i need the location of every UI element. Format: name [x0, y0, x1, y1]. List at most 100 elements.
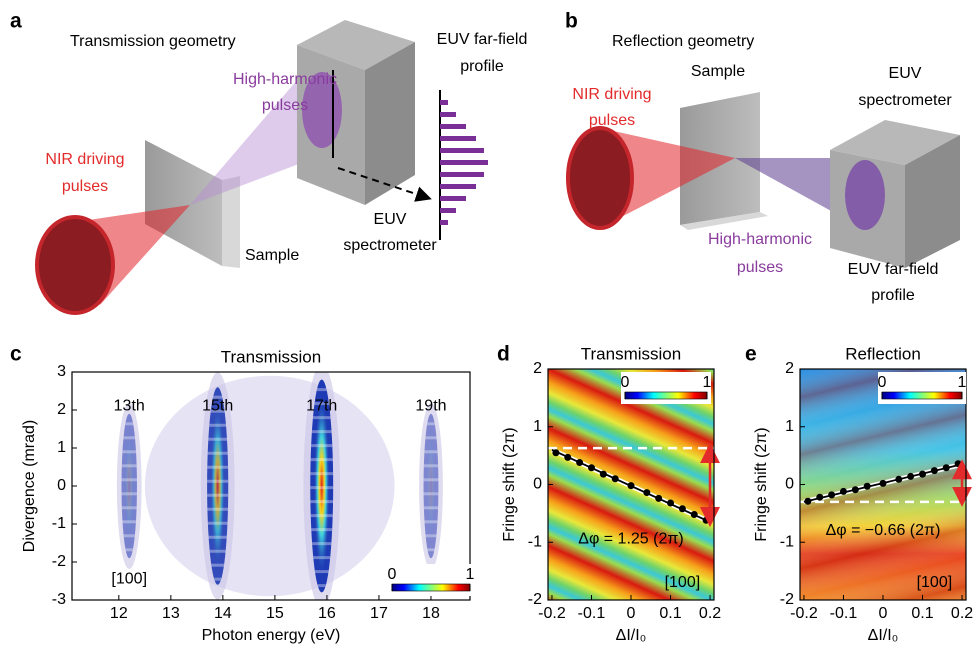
- y-tick-label: 3: [57, 363, 66, 380]
- y-tick-label: 1: [533, 418, 542, 435]
- label: NIR driving: [572, 86, 651, 103]
- label: EUV far-field: [848, 261, 939, 278]
- data-point: [804, 498, 811, 505]
- chart-title: Transmission: [581, 344, 681, 363]
- nir-beam-end: [568, 128, 632, 228]
- x-axis-label: ΔI/I₀: [868, 627, 899, 644]
- diagram-title: Transmission geometry: [70, 33, 236, 50]
- peak-core: [314, 396, 330, 577]
- label: spectrometer: [858, 92, 952, 109]
- label: EUV: [889, 65, 922, 82]
- x-axis-label: Photon energy (eV): [202, 627, 341, 644]
- x-tick-label: 13: [162, 605, 180, 622]
- data-point: [600, 471, 607, 478]
- label: pulses: [62, 178, 108, 195]
- annotation: Δφ = −0.66 (2π): [826, 522, 941, 539]
- data-point: [931, 467, 938, 474]
- y-tick-label: 1: [785, 418, 794, 435]
- panel-label: e: [745, 343, 757, 366]
- x-tick-label: 0.2: [951, 605, 973, 622]
- data-point: [955, 460, 962, 467]
- x-tick-label: 0: [627, 605, 636, 622]
- label: pulses: [737, 259, 783, 276]
- label: pulses: [262, 97, 308, 114]
- label: Sample: [691, 63, 745, 80]
- data-point: [643, 489, 650, 496]
- data-point: [907, 473, 914, 480]
- orientation: [100]: [917, 574, 953, 591]
- data-point: [852, 486, 859, 493]
- data-point: [628, 482, 635, 489]
- haze: [145, 376, 395, 596]
- data-point: [943, 464, 950, 471]
- x-axis-label: ΔI/I₀: [616, 627, 647, 644]
- y-tick-label: -1: [528, 533, 542, 550]
- data-point: [880, 480, 887, 487]
- data-point: [816, 494, 823, 501]
- data-point: [691, 511, 698, 518]
- label: High-harmonic: [233, 71, 337, 88]
- data-point: [828, 491, 835, 498]
- harmonic-label: 17th: [306, 397, 337, 414]
- data-point: [612, 475, 619, 482]
- colorbar: [882, 392, 962, 399]
- y-tick-label: 2: [533, 360, 542, 377]
- y-tick-label: 1: [57, 439, 66, 456]
- y-axis-label: Fringe shift (2π): [501, 427, 518, 541]
- diagram-title: Reflection geometry: [612, 33, 754, 50]
- x-tick-label: 0: [879, 605, 888, 622]
- data-point: [864, 483, 871, 490]
- peak-core: [210, 402, 225, 570]
- label: High-harmonic: [708, 231, 812, 248]
- x-tick-label: 15: [266, 605, 284, 622]
- data-point: [655, 495, 662, 502]
- colorbar-label: 1: [466, 566, 475, 583]
- panel-label: a: [10, 10, 22, 33]
- y-axis-label: Divergence (mrad): [21, 420, 38, 552]
- harmonic-label: 15th: [202, 397, 233, 414]
- figure: a b c d e Transmission geometry High-har…: [0, 0, 973, 652]
- harmonic-spot: [845, 160, 885, 230]
- x-tick-label: 0.1: [659, 605, 681, 622]
- y-tick-label: -1: [52, 515, 66, 532]
- harmonic-label: 19th: [415, 397, 446, 414]
- data-point: [576, 459, 583, 466]
- y-axis-label: Fringe shift (2π): [753, 427, 770, 541]
- label: spectrometer: [343, 237, 437, 254]
- peak-core: [426, 425, 436, 548]
- colorbar: [392, 584, 470, 591]
- x-tick-label: -0.2: [790, 605, 818, 622]
- annotation: Δφ = 1.25 (2π): [578, 531, 683, 548]
- peak-core: [124, 425, 135, 548]
- y-tick-label: 0: [533, 476, 542, 493]
- colorbar: [625, 392, 707, 399]
- x-tick-label: -0.1: [830, 605, 858, 622]
- colorbar-label: 0: [878, 374, 887, 391]
- data-point: [679, 505, 686, 512]
- label: NIR driving: [45, 151, 124, 168]
- x-tick-label: 16: [318, 605, 336, 622]
- x-tick-label: 12: [110, 605, 128, 622]
- nir-beam-end: [37, 217, 113, 313]
- colorbar-label: 1: [958, 374, 967, 391]
- orientation: [100]: [665, 574, 701, 591]
- label: Sample: [245, 247, 299, 264]
- x-tick-label: 17: [370, 605, 388, 622]
- data-point: [840, 488, 847, 495]
- panel-label: b: [565, 10, 578, 33]
- data-point: [588, 464, 595, 471]
- panel-label: d: [497, 343, 510, 366]
- colorbar-label: 1: [703, 374, 712, 391]
- harmonic-label: 13th: [114, 397, 145, 414]
- colorbar-label: 0: [621, 374, 630, 391]
- sample-slab: [145, 140, 222, 266]
- y-tick-label: 2: [785, 360, 794, 377]
- label: EUV far-field: [437, 31, 528, 48]
- x-tick-label: -0.1: [578, 605, 606, 622]
- x-tick-label: 18: [422, 605, 440, 622]
- x-tick-label: 14: [214, 605, 232, 622]
- label: profile: [460, 58, 504, 75]
- y-tick-label: 0: [57, 477, 66, 494]
- chart-title: Transmission: [221, 347, 321, 366]
- panel-label: c: [10, 343, 22, 366]
